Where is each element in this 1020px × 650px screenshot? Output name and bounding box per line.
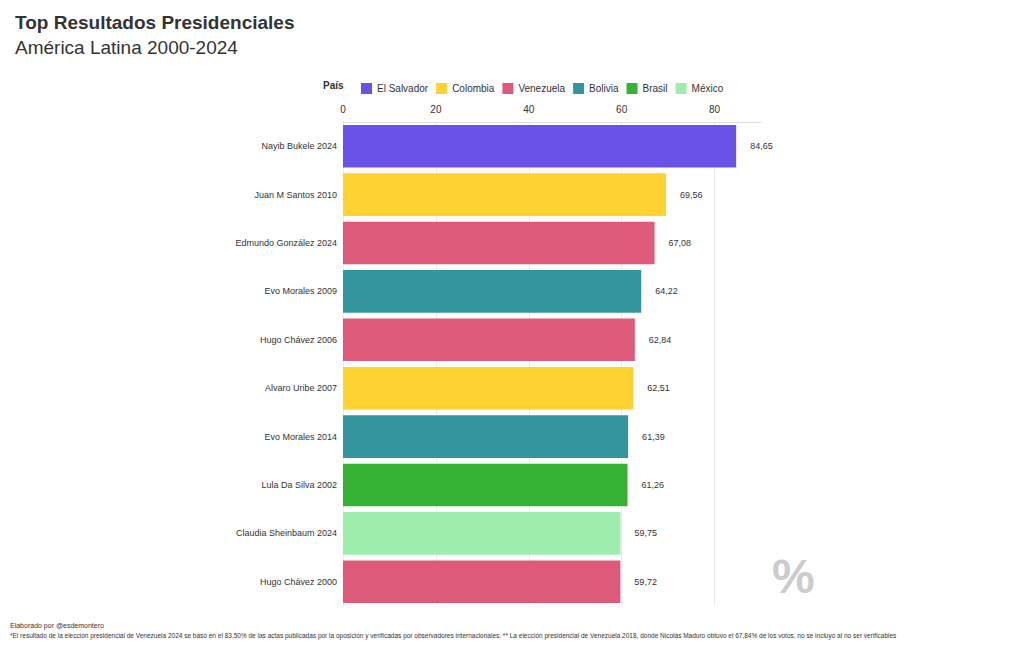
svg-text:61,26: 61,26	[642, 480, 665, 490]
svg-text:Brasil: Brasil	[643, 83, 668, 94]
svg-text:40: 40	[523, 104, 535, 115]
svg-text:80: 80	[709, 104, 721, 115]
svg-text:Edmundo González 2024: Edmundo González 2024	[235, 238, 337, 248]
svg-text:México: México	[692, 83, 724, 94]
svg-text:Juan M Santos 2010: Juan M Santos 2010	[254, 190, 337, 200]
svg-text:Claudia Sheinbaum 2024: Claudia Sheinbaum 2024	[236, 528, 337, 538]
svg-text:59,72: 59,72	[634, 577, 657, 587]
svg-text:Top Resultados Presidenciales: Top Resultados Presidenciales	[15, 12, 294, 33]
svg-text:61,39: 61,39	[642, 432, 665, 442]
svg-text:Evo Morales 2014: Evo Morales 2014	[264, 432, 337, 442]
svg-text:Elaborado por @esdemontero: Elaborado por @esdemontero	[10, 622, 104, 630]
svg-text:Hugo Chávez 2000: Hugo Chávez 2000	[260, 577, 337, 587]
svg-text:60: 60	[616, 104, 628, 115]
svg-text:Nayib Bukele 2024: Nayib Bukele 2024	[261, 141, 337, 151]
svg-text:67,08: 67,08	[669, 238, 692, 248]
svg-text:84,65: 84,65	[750, 141, 773, 151]
svg-text:Hugo Chávez 2006: Hugo Chávez 2006	[260, 335, 337, 345]
svg-text:Evo Morales 2009: Evo Morales 2009	[264, 286, 337, 296]
svg-text:20: 20	[430, 104, 442, 115]
svg-text:Venezuela: Venezuela	[518, 83, 565, 94]
svg-text:Colombia: Colombia	[452, 83, 495, 94]
svg-text:64,22: 64,22	[655, 286, 678, 296]
svg-text:62,51: 62,51	[647, 383, 670, 393]
svg-text:62,84: 62,84	[649, 335, 672, 345]
svg-text:Alvaro Uribe 2007: Alvaro Uribe 2007	[265, 383, 337, 393]
svg-text:%: %	[772, 550, 815, 603]
svg-text:Bolivia: Bolivia	[589, 83, 619, 94]
svg-text:Lula Da Silva 2002: Lula Da Silva 2002	[261, 480, 337, 490]
svg-text:*El resultado de la elección p: *El resultado de la elección presidencia…	[10, 632, 897, 640]
svg-text:69,56: 69,56	[680, 190, 703, 200]
svg-text:El Salvador: El Salvador	[377, 83, 429, 94]
svg-text:0: 0	[340, 104, 346, 115]
svg-text:América Latina 2000-2024: América Latina 2000-2024	[15, 37, 238, 58]
svg-text:País: País	[323, 80, 344, 91]
svg-text:59,75: 59,75	[635, 528, 658, 538]
